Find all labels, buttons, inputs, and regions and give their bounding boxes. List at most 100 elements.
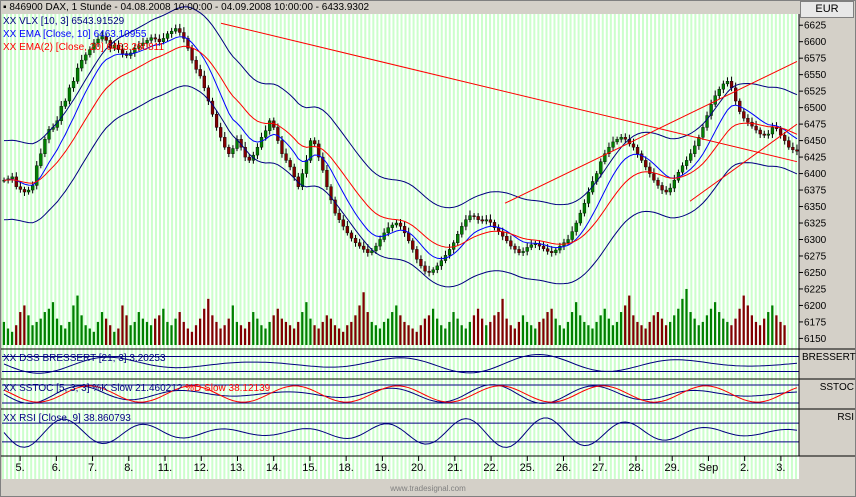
candle — [14, 176, 18, 187]
volume-bar — [701, 321, 704, 345]
session-band — [650, 14, 653, 479]
volume-bar — [546, 312, 549, 345]
volume-bar — [337, 328, 341, 345]
session-band — [694, 14, 697, 479]
session-band — [344, 14, 347, 479]
session-band — [110, 14, 113, 479]
volume-bar — [562, 328, 565, 345]
session-band — [629, 14, 632, 479]
candle — [701, 127, 705, 138]
candle — [554, 249, 558, 253]
candle — [112, 44, 117, 49]
session-band — [654, 14, 657, 479]
volume-bar — [313, 325, 316, 345]
x-tick-label: 12. — [194, 462, 209, 474]
session-band — [243, 14, 246, 479]
session-band — [517, 14, 520, 479]
session-band — [299, 14, 302, 479]
dss-tag: BRESSERT — [802, 352, 856, 363]
volume-bar — [113, 331, 116, 345]
volume-bar — [566, 321, 570, 345]
volume-bar — [758, 325, 762, 345]
volume-bar — [619, 312, 623, 345]
session-band — [537, 14, 540, 479]
candle — [525, 247, 529, 252]
candle — [137, 45, 141, 49]
candle — [631, 143, 636, 148]
session-band — [38, 14, 41, 479]
volume-bar — [558, 325, 561, 345]
volume-bar — [231, 305, 234, 345]
session-band — [247, 14, 250, 479]
session-band — [171, 14, 174, 479]
y-tick-label: 6175 — [804, 317, 827, 328]
session-band — [142, 14, 145, 479]
volume-bar — [382, 321, 386, 345]
instrument-icon: ▪ — [3, 2, 10, 13]
volume-bar — [489, 321, 492, 345]
session-band — [485, 14, 488, 479]
candle — [754, 125, 758, 131]
candle — [308, 140, 313, 161]
volume-bar — [51, 302, 55, 345]
volume-bar — [280, 318, 283, 345]
volume-bar — [333, 325, 337, 345]
session-band — [10, 14, 13, 479]
session-band — [481, 14, 484, 479]
session-band — [6, 14, 9, 479]
session-band — [388, 14, 391, 479]
volume-bar — [468, 321, 471, 345]
volume-bar — [2, 321, 6, 345]
candle — [517, 249, 521, 253]
session-band — [662, 14, 665, 479]
volume-bar — [23, 305, 26, 345]
volume-bar — [722, 318, 725, 345]
candle — [541, 245, 546, 249]
volume-bar — [411, 328, 414, 345]
session-band — [428, 14, 431, 479]
session-band — [682, 14, 685, 479]
candle — [120, 49, 125, 54]
candle — [313, 140, 317, 145]
session-band — [130, 14, 133, 479]
volume-bar — [6, 328, 10, 345]
session-band — [150, 14, 153, 479]
volume-bar — [689, 312, 692, 345]
volume-bar — [407, 325, 410, 345]
volume-bar — [166, 321, 169, 345]
session-band — [114, 14, 117, 479]
session-band — [670, 14, 673, 479]
volume-bar — [636, 321, 639, 345]
volume-bar — [505, 318, 508, 345]
volume-bar — [742, 295, 745, 345]
volume-bar — [399, 315, 402, 345]
session-band — [46, 14, 49, 479]
candle — [456, 234, 460, 243]
session-band — [533, 14, 536, 479]
volume-bar — [243, 328, 247, 345]
candle — [689, 153, 693, 161]
session-band — [408, 14, 411, 479]
candle — [31, 185, 35, 191]
candle — [464, 219, 468, 227]
volume-bar — [677, 308, 680, 345]
session-band — [146, 14, 149, 479]
candle — [370, 250, 374, 253]
volume-bar — [145, 321, 149, 345]
session-band — [94, 14, 97, 479]
candle — [10, 176, 14, 180]
candle — [578, 212, 582, 224]
candle — [778, 128, 783, 136]
candle — [198, 69, 202, 77]
candle — [721, 83, 726, 90]
volume-bar — [624, 305, 627, 345]
volume-bar — [530, 325, 533, 345]
volume-bar — [133, 321, 136, 345]
candle — [484, 219, 488, 222]
volume-bar — [39, 318, 42, 345]
session-band — [126, 14, 129, 479]
candle — [787, 140, 791, 148]
session-band — [231, 14, 234, 479]
volume-bar — [493, 315, 496, 345]
